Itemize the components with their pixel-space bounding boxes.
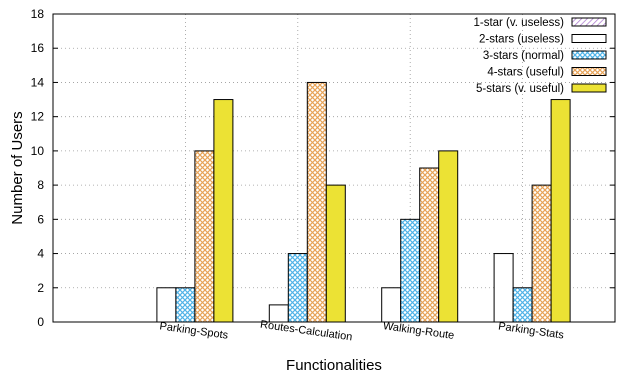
y-tick-label: 16 [31,41,45,55]
bar [194,150,215,323]
bar [400,218,421,323]
y-tick-label: 4 [37,247,44,261]
y-tick-label: 14 [31,75,45,89]
x-axis-label: Functionalities [286,357,382,374]
bar [381,287,402,323]
x-category-label: Walking-Route [382,320,455,342]
bar [213,99,234,323]
bar [419,167,440,323]
bar [175,287,196,323]
legend-swatch [571,67,607,76]
bar [531,184,552,323]
bar [325,184,346,323]
y-tick-label: 8 [37,178,44,192]
legend-label: 1-star (v. useless) [473,17,564,29]
legend-label: 3-stars (normal) [483,50,564,62]
plot-frame [52,13,616,323]
x-category-label: Parking-Spots [159,320,230,342]
bar [550,99,571,323]
legend-label: 2-stars (useless) [479,34,564,46]
bar [512,287,533,323]
y-tick-label: 6 [37,212,44,226]
legend-label: 5-stars (v. useful) [476,83,564,95]
y-tick-label: 0 [37,315,44,329]
y-tick-label: 2 [37,281,44,295]
y-axis-label: Number of Users [9,111,26,224]
bars [156,81,571,323]
legend-swatch [571,50,607,60]
bar [306,81,327,323]
legend-label: 4-stars (useful) [487,67,564,79]
y-ticks: 0 2 4 6 8 10 12 14 16 18 [31,7,615,329]
legend-swatch [571,17,607,27]
legend-swatch [571,83,607,93]
bar [287,253,308,323]
bar [493,253,514,323]
bar [156,287,177,323]
legend: 1-star (v. useless) 2-stars (useless) 3-st… [473,17,607,95]
legend-swatch [571,34,607,43]
x-category-label: Parking-Stats [497,320,565,341]
y-tick-label: 12 [31,110,45,124]
bar [438,150,459,323]
y-tick-label: 18 [31,7,45,21]
y-tick-label: 10 [31,144,45,158]
